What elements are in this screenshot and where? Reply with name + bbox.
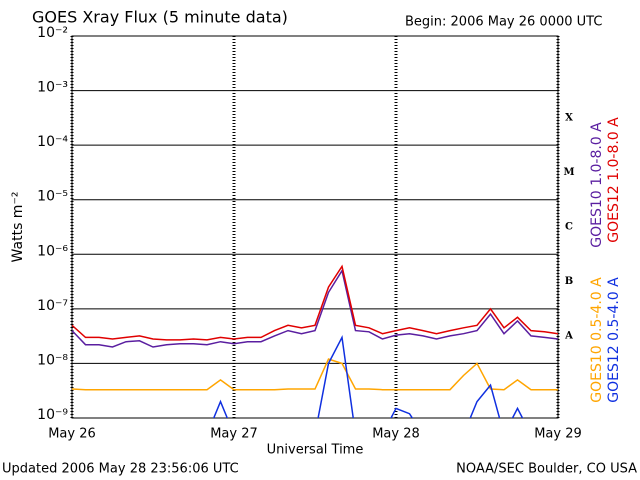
x-tick-label: May 26 [48, 427, 96, 442]
y-tick-label: 10⁻⁵ [37, 189, 68, 205]
y-tick-label: 10⁻⁶ [37, 243, 68, 259]
x-tick-label: May 29 [534, 427, 582, 442]
y-tick-label: 10⁻⁸ [37, 352, 68, 368]
y-tick-label: 10⁻⁴ [37, 134, 68, 150]
flare-class-label: B [565, 276, 573, 287]
y-tick-label: 10⁻² [37, 25, 68, 41]
chart-subtitle: Begin: 2006 May 26 0000 UTC [405, 15, 602, 30]
footer-left: Updated 2006 May 28 23:56:06 UTC [2, 462, 239, 477]
flare-class-label: C [565, 222, 573, 233]
y-tick-label: 10⁻⁷ [37, 298, 68, 314]
series-line [72, 268, 558, 348]
x-tick-label: May 28 [372, 427, 420, 442]
series-line [72, 264, 558, 341]
flare-class-label: A [564, 331, 573, 342]
flare-class-label: M [563, 167, 574, 178]
x-axis-label: Universal Time [267, 443, 364, 458]
legend-entry: GOES10 0.5-4.0 A [589, 277, 605, 403]
flare-class-label: X [565, 112, 573, 123]
legend-entry: GOES12 0.5-4.0 A [606, 277, 622, 403]
plot-frame [71, 35, 559, 419]
chart-title: GOES Xray Flux (5 minute data) [32, 8, 288, 27]
y-axis-label: Watts m⁻² [10, 192, 26, 263]
x-tick-label: May 27 [210, 427, 258, 442]
series-line [72, 358, 558, 391]
series-line [212, 334, 524, 418]
legend-entry: GOES12 1.0-8.0 A [606, 117, 622, 243]
y-tick-label: 10⁻⁹ [37, 407, 68, 423]
legend-entry: GOES10 1.0-8.0 A [589, 122, 605, 248]
footer-right: NOAA/SEC Boulder, CO USA [456, 462, 637, 477]
y-tick-label: 10⁻³ [37, 80, 68, 96]
